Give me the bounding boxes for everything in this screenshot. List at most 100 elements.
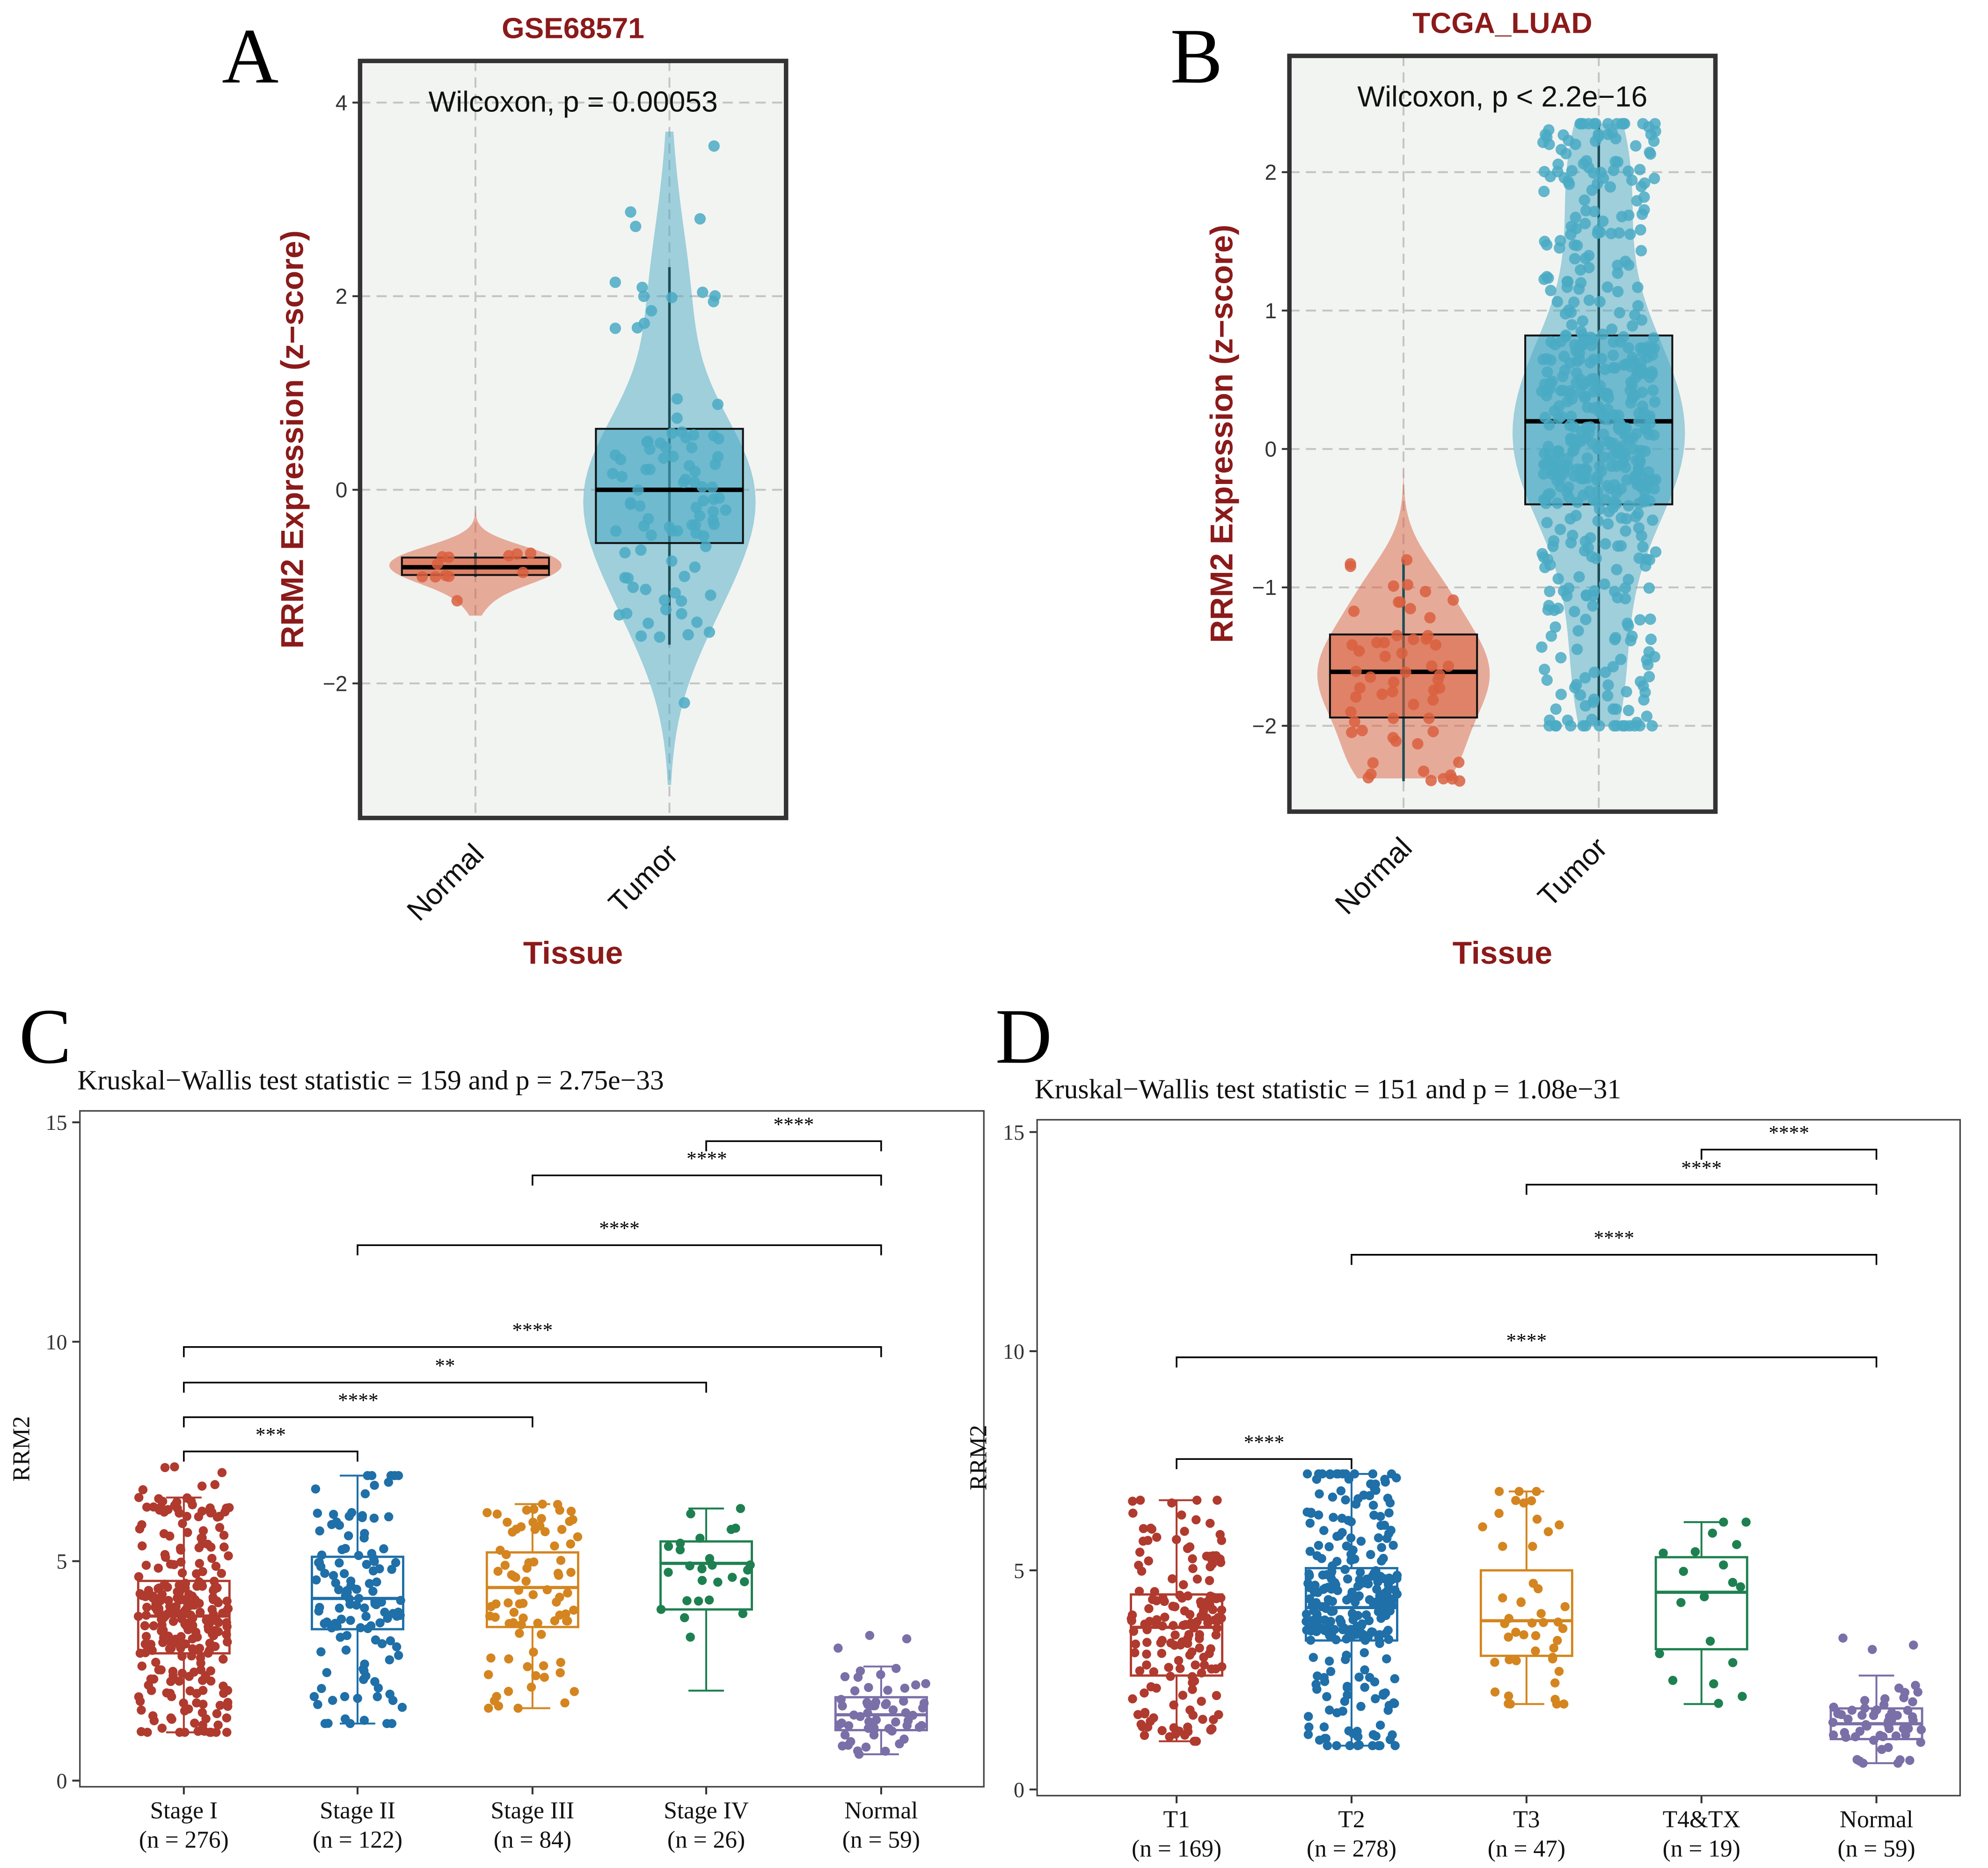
significance-bracket [1176,1458,1352,1469]
data-point [173,1587,182,1597]
data-point [1566,319,1578,331]
data-point [638,520,650,532]
data-point [1572,625,1584,637]
data-point [908,1710,918,1720]
data-point [1374,1533,1383,1543]
data-point [1356,725,1368,736]
data-point [1142,1660,1151,1670]
data-point [1617,118,1630,130]
data-point [177,1568,187,1578]
data-point [712,451,724,463]
significance-bracket [183,1382,707,1393]
data-point [697,1575,707,1585]
data-point [850,1686,860,1696]
data-point [1719,1517,1728,1527]
x-tick-label: T4&TX [1663,1806,1740,1833]
data-point [1346,1533,1356,1543]
data-point [1301,1617,1311,1626]
data-point [222,1637,232,1647]
data-point [1564,385,1576,397]
data-point [619,547,631,559]
significance-bracket [183,1450,358,1462]
data-point [1705,1636,1715,1646]
data-point [1860,1703,1870,1713]
data-point [386,1636,395,1646]
data-point [137,1520,146,1530]
data-point [347,1508,357,1517]
data-point [1574,264,1586,276]
data-point [1566,165,1578,176]
data-point [361,1612,371,1621]
data-point [1554,1667,1564,1676]
data-point [167,1714,176,1724]
data-point [713,1577,723,1587]
data-point [1668,1676,1678,1685]
y-tick-label: 0 [336,478,348,502]
x-tick-label: T3 [1513,1806,1540,1833]
data-point [1543,1527,1553,1537]
data-point [1206,1644,1215,1654]
data-point [1192,1575,1202,1584]
data-point [1400,666,1411,678]
data-point [1552,449,1564,461]
data-point [1557,585,1570,597]
data-point [555,1610,564,1620]
data-point [1643,582,1655,594]
data-point [1578,464,1590,476]
data-point [1514,1487,1524,1496]
data-point [1615,512,1627,524]
y-axis-title: RRM2 [965,1425,992,1490]
data-point [697,286,709,298]
data-point [1646,720,1658,732]
data-point [1371,1731,1381,1741]
data-point [1376,1521,1386,1531]
data-point [694,213,706,225]
data-point [1565,228,1577,240]
data-point [1578,158,1590,169]
data-point [439,570,452,581]
data-point [1419,586,1432,598]
data-point [1360,1665,1369,1675]
data-point [1626,174,1638,186]
data-point [504,1619,514,1628]
data-point [219,1654,228,1664]
data-point [151,1599,161,1609]
data-point [607,468,619,479]
data-point [451,595,463,607]
data-point [542,1585,552,1595]
data-point [149,1716,159,1726]
data-point [1306,1626,1316,1636]
data-point [1348,1729,1358,1738]
data-point [156,1502,166,1512]
data-point [1147,1524,1157,1534]
data-point [345,1719,355,1729]
data-point [1150,1587,1159,1597]
data-point [1600,494,1611,505]
data-point [1840,1728,1849,1737]
data-point [1860,1696,1870,1705]
data-point [1714,1699,1723,1708]
data-point [1390,1585,1400,1595]
panel-letter: B [1170,13,1223,100]
data-point [1638,191,1650,203]
data-point [1378,1607,1388,1617]
data-point [1138,1722,1147,1731]
data-point [1552,465,1564,477]
data-point [1641,654,1652,666]
y-tick-label: 15 [46,1111,67,1135]
plot-border [358,59,789,820]
group-normal: Normal(n = 59) [833,1631,930,1853]
data-point [1354,1672,1364,1682]
data-point [1636,181,1647,192]
data-point [178,1519,187,1528]
data-point [344,1531,353,1541]
data-point [492,1509,502,1519]
data-point [1331,1635,1341,1645]
data-point [1577,118,1589,130]
data-point [1568,239,1580,251]
data-point [1583,249,1595,262]
data-point [660,604,672,615]
data-point [1650,125,1661,137]
data-point [1620,462,1631,474]
data-point [1427,725,1439,738]
